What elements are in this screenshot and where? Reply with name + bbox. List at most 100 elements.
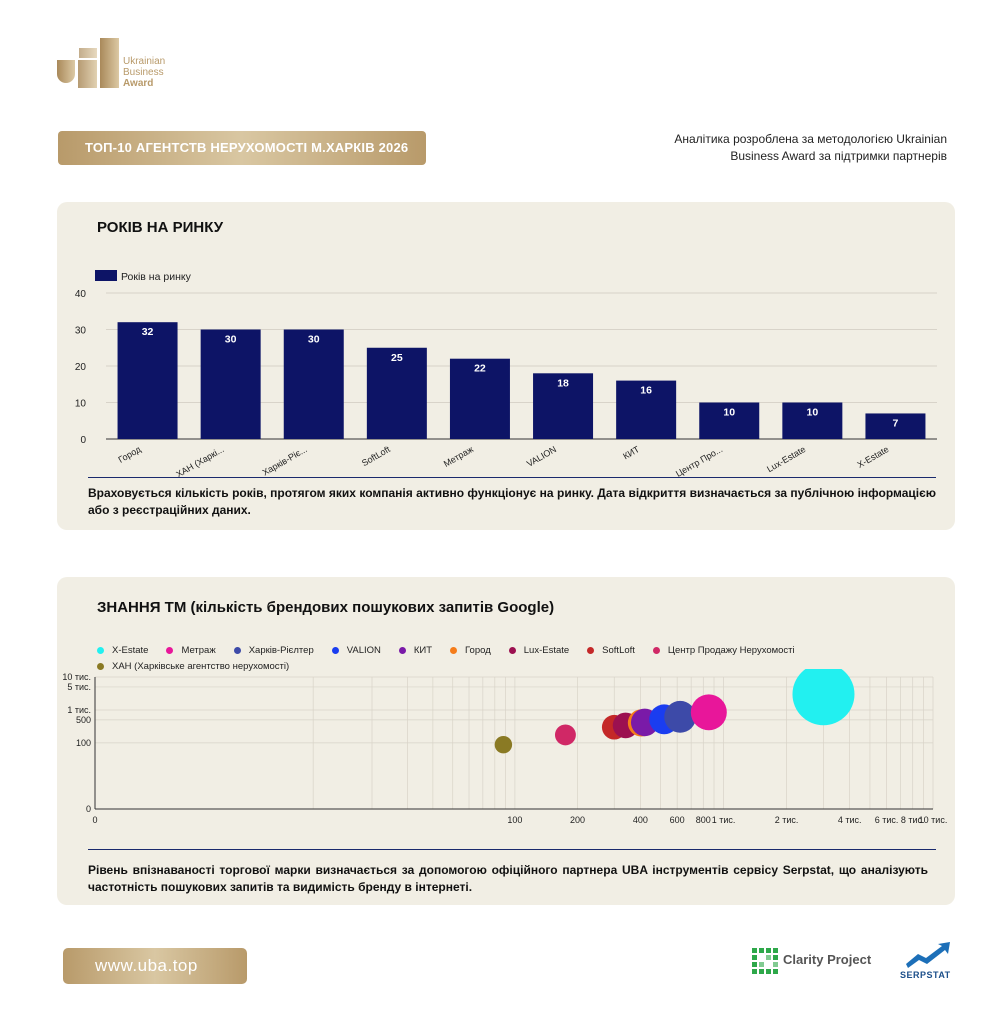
bubble-x-tick: 600 <box>670 815 685 825</box>
bubble-legend-item: Город <box>450 643 491 658</box>
bubble-legend-label: SoftLoft <box>602 645 635 656</box>
bubble-legend-label: Центр Продажу Нерухомості <box>667 645 795 656</box>
bubble-legend-label: Lux-Estate <box>523 645 570 656</box>
bar-category-label: X-Estate <box>856 444 891 470</box>
brand-card-title: ЗНАННЯ ТМ (кількість брендових пошукових… <box>97 599 555 616</box>
bar-value-label: 30 <box>225 334 237 346</box>
serpstat-chart-icon <box>906 942 950 968</box>
bubble-legend-item: SoftLoft <box>587 643 635 658</box>
bar-y-tick: 0 <box>80 435 86 446</box>
bar-y-tick: 10 <box>75 399 87 410</box>
bar-2 <box>283 329 344 439</box>
bubble-legend-label: ХАН (Харківське агентство нерухомості) <box>112 661 290 672</box>
bubble-legend-item: Метраж <box>166 643 216 658</box>
bubble-y-tick: 100 <box>76 738 91 748</box>
logo-line2: Business <box>123 67 164 78</box>
bubble-x-tick: 2 тис. <box>775 815 799 825</box>
bar-value-label: 30 <box>308 334 320 346</box>
bubble-point <box>792 669 855 726</box>
bar-3 <box>366 347 427 439</box>
bar-category-label: Харків-Ріє... <box>261 444 309 477</box>
logo-line1: Ukrainian <box>123 56 166 67</box>
bubble-legend-dot <box>450 647 458 654</box>
bar-4 <box>449 358 510 439</box>
bar-category-label: ХАН (Харкі... <box>174 444 225 477</box>
page-title-banner: ТОП-10 АГЕНТСТВ НЕРУХОМОСТІ М.ХАРКІВ 202… <box>58 131 426 165</box>
bubble-x-tick: 4 тис. <box>838 815 862 825</box>
bubble-legend-dot <box>652 647 660 654</box>
bar-category-label: SoftLoft <box>360 444 392 468</box>
bubble-point <box>554 724 576 746</box>
bubble-x-tick: 0 <box>92 815 97 825</box>
bubble-legend-item: КИТ <box>398 643 433 658</box>
serpstat-logo: SERPSTAT <box>900 940 956 982</box>
clarity-grid-icon <box>752 948 778 974</box>
bar-category-label: Центр Про... <box>674 444 724 477</box>
bubble-legend-item: VALION <box>331 643 381 658</box>
bar-8 <box>782 402 843 439</box>
bar-6 <box>616 380 677 439</box>
bubble-point <box>494 735 513 754</box>
bar-value-label: 25 <box>391 352 403 364</box>
bubble-y-tick: 500 <box>76 715 91 725</box>
bar-y-tick: 30 <box>75 326 87 337</box>
bar-5 <box>533 373 594 439</box>
bar-category-label: Город <box>116 444 143 465</box>
bubble-legend: X-Estate Метраж Харків-Рієлтер VALION КИТ Гор… <box>97 643 897 675</box>
bar-value-label: 22 <box>474 363 486 375</box>
site-url-link[interactable]: www.uba.top <box>63 948 247 984</box>
years-bar-chart: Років на ринку 0 10 20 30 40 32 Город 30 ХАН (Хар… <box>75 270 937 477</box>
bubble-legend-dot <box>331 647 339 654</box>
bar-value-label: 10 <box>723 407 735 419</box>
bubble-x-tick: 800 <box>696 815 711 825</box>
bar-y-tick: 20 <box>75 362 87 373</box>
uba-logo: Ukrainian Business Award <box>57 38 177 90</box>
bubble-legend-label: Метраж <box>181 645 216 656</box>
brand-separator <box>88 849 936 850</box>
years-card: РОКІВ НА РИНКУ Років на ринку 0 10 20 30 40 32… <box>57 202 955 530</box>
brand-card: ЗНАННЯ ТМ (кількість брендових пошукових… <box>57 577 955 905</box>
bar-category-label: Lux-Estate <box>765 444 807 474</box>
bubble-legend-dot <box>97 663 104 670</box>
bubble-legend-item: X-Estate <box>97 643 148 658</box>
bubble-x-tick: 6 тис. <box>875 815 899 825</box>
bubble-point <box>690 694 727 731</box>
bubble-y-tick: 0 <box>86 804 91 814</box>
bubble-y-tick: 5 тис. <box>67 682 91 692</box>
bubble-legend-dot <box>97 647 104 654</box>
methodology-note: Аналітика розроблена за методологією Ukr… <box>674 132 947 163</box>
bubble-legend-label: Харків-Рієлтер <box>248 645 314 656</box>
bar-0 <box>117 322 178 439</box>
bubble-legend-item: Lux-Estate <box>508 643 570 658</box>
bubble-legend-item: Харків-Рієлтер <box>233 643 314 658</box>
bar-9 <box>865 413 926 439</box>
logo-line3: Award <box>123 78 154 89</box>
bubble-legend-dot <box>233 647 241 654</box>
bar-y-tick: 40 <box>75 289 87 300</box>
clarity-project-label: Clarity Project <box>783 952 872 967</box>
years-description: Враховується кількість років, протягом я… <box>88 486 936 517</box>
clarity-project-logo: Clarity Project <box>752 948 892 974</box>
bubble-legend-dot <box>508 647 516 654</box>
bubble-legend-label: КИТ <box>413 645 433 656</box>
bubble-legend-label: X-Estate <box>112 645 149 656</box>
years-card-title: РОКІВ НА РИНКУ <box>97 219 224 236</box>
bar-category-label: VALION <box>525 444 558 469</box>
brand-bubble-chart: 0 100 200 400 600 800 1 тис. 2 тис. 4 тис. 6 тис.… <box>62 669 948 825</box>
years-separator <box>88 477 936 478</box>
bar-value-label: 32 <box>142 326 154 338</box>
bubble-y-tick: 1 тис. <box>67 705 91 715</box>
bubble-legend-label: Город <box>465 645 491 656</box>
bubble-y-tick: 10 тис. <box>62 672 91 682</box>
bubble-x-tick: 10 тис. <box>919 815 948 825</box>
bubble-x-tick: 1 тис. <box>712 815 736 825</box>
bubble-x-tick: 400 <box>633 815 648 825</box>
bar-legend-label: Років на ринку <box>121 271 192 283</box>
uba-logo-mark <box>57 38 119 88</box>
bubble-point <box>664 700 697 733</box>
bar-1 <box>200 329 261 439</box>
bubble-x-tick: 200 <box>570 815 585 825</box>
serpstat-label: SERPSTAT <box>900 970 951 980</box>
bubble-legend-label: VALION <box>346 645 381 656</box>
bar-value-label: 16 <box>640 385 652 397</box>
